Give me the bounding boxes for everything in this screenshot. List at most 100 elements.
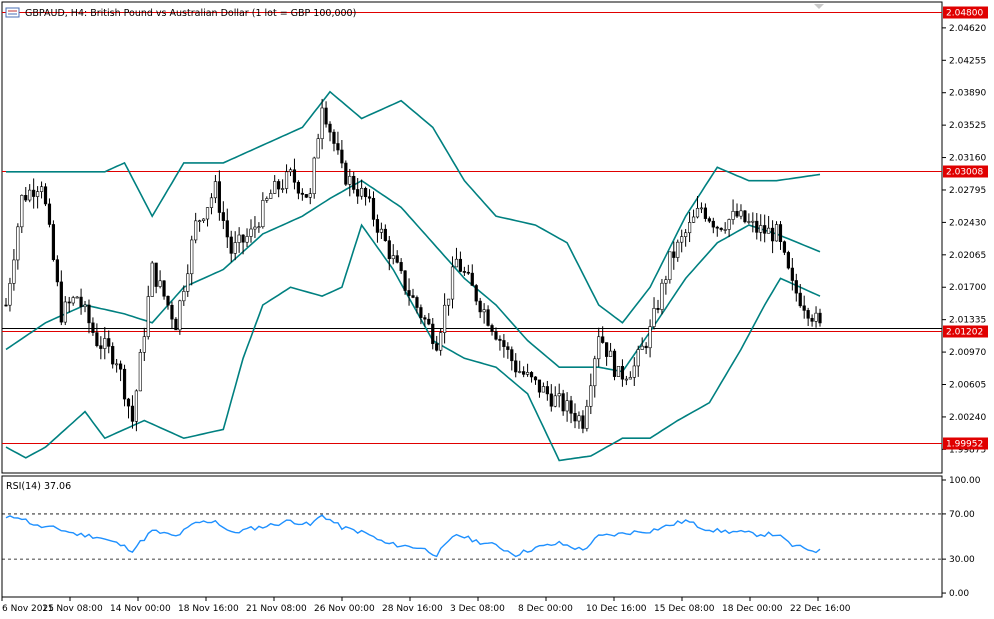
candle-body bbox=[312, 157, 316, 194]
candle-body bbox=[71, 297, 75, 304]
candle-body bbox=[292, 169, 297, 183]
candle-body bbox=[739, 210, 743, 217]
candle-body bbox=[304, 194, 308, 198]
candle-body bbox=[332, 131, 336, 144]
candle-body bbox=[154, 262, 158, 287]
candle-body bbox=[770, 227, 775, 242]
candle-body bbox=[672, 251, 676, 258]
candle-body bbox=[344, 162, 348, 185]
candle-body bbox=[8, 283, 12, 306]
candle-body bbox=[427, 318, 431, 325]
candle-body bbox=[778, 224, 783, 242]
candle-body bbox=[221, 212, 225, 221]
candle-body bbox=[636, 349, 640, 367]
candle-body bbox=[763, 225, 767, 234]
candle-body bbox=[620, 366, 625, 380]
price-tick-label: 2.04620 bbox=[949, 24, 986, 34]
price-tick-label: 2.04255 bbox=[949, 56, 986, 66]
candle-body bbox=[43, 186, 48, 205]
candle-body bbox=[561, 393, 565, 412]
price-tick-label: 2.02065 bbox=[949, 251, 986, 261]
candle-body bbox=[648, 326, 652, 349]
candle-body bbox=[711, 220, 715, 228]
candle-body bbox=[352, 175, 356, 190]
candle-body bbox=[581, 415, 585, 429]
scroll-marker-icon[interactable] bbox=[814, 4, 824, 9]
rsi-axis: 100.00 70.00 30.00 0.00 bbox=[942, 476, 981, 599]
price-pane[interactable] bbox=[1, 1, 943, 474]
candle-body bbox=[565, 400, 569, 412]
candle-body bbox=[79, 296, 83, 308]
candle-body bbox=[652, 307, 656, 327]
candle-body bbox=[616, 366, 621, 377]
candle-body bbox=[55, 259, 59, 283]
candle-body bbox=[340, 149, 344, 164]
rsi-tick-label: 70.00 bbox=[949, 510, 975, 520]
bollinger-bands bbox=[5, 90, 821, 462]
time-tick-label: 11 Nov 08:00 bbox=[42, 604, 103, 614]
candle-body bbox=[300, 192, 304, 195]
candle-body bbox=[371, 197, 376, 220]
candle-body bbox=[624, 378, 628, 381]
candle-body bbox=[553, 395, 557, 407]
candle-body bbox=[115, 363, 119, 366]
candle-body bbox=[28, 189, 32, 201]
candlesticks bbox=[4, 98, 822, 434]
candle-body bbox=[751, 220, 755, 223]
candle-body bbox=[217, 181, 221, 213]
rsi-pane[interactable] bbox=[1, 475, 943, 598]
candle-body bbox=[747, 221, 751, 223]
level-tag bbox=[943, 165, 988, 178]
candle-body bbox=[577, 415, 581, 422]
candle-body bbox=[664, 279, 668, 284]
candle-body bbox=[99, 345, 103, 349]
candle-body bbox=[608, 350, 613, 357]
price-tick-label: 2.01700 bbox=[949, 283, 986, 293]
candle-body bbox=[122, 368, 127, 400]
candle-body bbox=[213, 181, 218, 199]
candle-body bbox=[660, 282, 664, 310]
candle-body bbox=[644, 345, 648, 349]
candle-body bbox=[324, 107, 328, 125]
candle-body bbox=[233, 242, 237, 254]
rsi-series bbox=[5, 514, 821, 558]
price-tick-label: 2.00240 bbox=[949, 413, 986, 423]
price-tick-label: 2.02430 bbox=[949, 218, 986, 228]
candle-body bbox=[490, 325, 494, 332]
candle-body bbox=[182, 291, 186, 302]
candle-body bbox=[225, 220, 229, 238]
middle-band bbox=[5, 179, 821, 373]
candle-body bbox=[585, 405, 589, 429]
candle-body bbox=[605, 342, 609, 357]
candle-body bbox=[802, 305, 806, 311]
candle-body bbox=[684, 232, 688, 237]
time-tick-label: 18 Nov 16:00 bbox=[178, 604, 239, 614]
time-tick-label: 3 Dec 08:00 bbox=[450, 604, 505, 614]
candle-body bbox=[810, 317, 814, 322]
price-tick-label: 2.00970 bbox=[949, 348, 986, 358]
candle-body bbox=[510, 349, 514, 362]
candle-body bbox=[458, 258, 463, 272]
candle-body bbox=[691, 216, 696, 223]
candle-body bbox=[162, 280, 166, 297]
rsi-line bbox=[2, 513, 942, 560]
candle-body bbox=[336, 143, 340, 151]
candle-body bbox=[794, 280, 798, 294]
candle-body bbox=[450, 266, 455, 300]
candle-body bbox=[502, 340, 506, 347]
candle-body bbox=[446, 298, 451, 306]
time-tick-label: 28 Nov 16:00 bbox=[382, 604, 443, 614]
candle-body bbox=[415, 297, 419, 308]
horizontal-levels bbox=[2, 12, 942, 444]
candle-body bbox=[506, 346, 510, 350]
time-tick-label: 22 Dec 16:00 bbox=[790, 604, 851, 614]
candle-body bbox=[612, 350, 617, 377]
level-tag-label: 1.99952 bbox=[946, 440, 983, 450]
candle-body bbox=[557, 393, 561, 397]
candle-body bbox=[281, 188, 285, 190]
candle-body bbox=[363, 188, 368, 198]
candle-body bbox=[703, 207, 708, 219]
price-axis: 2.04620 2.04255 2.03890 2.03525 2.03160 2.027… bbox=[942, 24, 986, 455]
candle-body bbox=[435, 343, 439, 351]
